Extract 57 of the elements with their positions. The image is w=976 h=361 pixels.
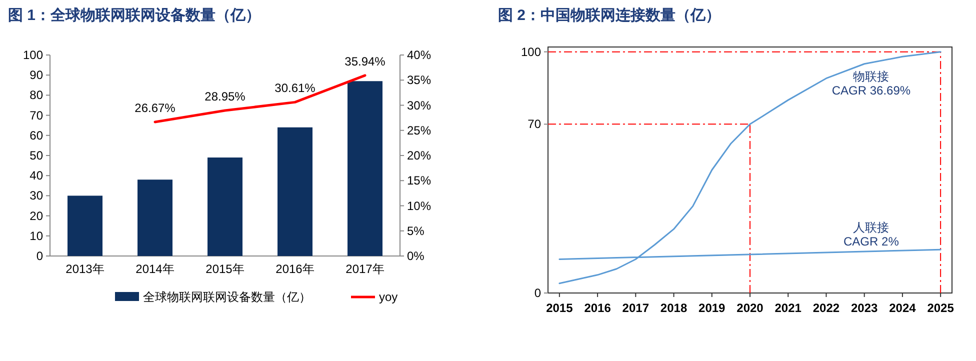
data-label: 30.61% xyxy=(274,81,316,96)
bar xyxy=(138,180,172,256)
y2-tick-label: 10% xyxy=(407,198,432,213)
x-tick-label: 2020 xyxy=(736,301,764,315)
chart-title: 图 2：中国物联网连接数量（亿） xyxy=(498,7,721,24)
legend-label: yoy xyxy=(379,290,398,304)
x-tick-label: 2016 xyxy=(584,301,612,315)
y-tick-label: 10 xyxy=(30,228,44,243)
y-tick-label: 0 xyxy=(534,286,542,300)
line-series xyxy=(558,51,942,284)
x-tick-label: 2016年 xyxy=(276,262,314,276)
y2-tick-label: 35% xyxy=(407,73,432,88)
x-tick-label: 2021 xyxy=(774,301,802,315)
chart-title: 图 1：全球物联网联网设备数量（亿） xyxy=(8,7,261,24)
bar xyxy=(278,127,312,256)
series-label: 人联接 xyxy=(853,220,890,234)
y-tick-label: 100 xyxy=(22,48,44,62)
y2-tick-label: 5% xyxy=(407,224,425,238)
data-label: 35.94% xyxy=(344,54,386,68)
y2-tick-label: 20% xyxy=(407,148,432,162)
y2-tick-label: 30% xyxy=(407,98,432,112)
y-tick-label: 100 xyxy=(520,44,542,59)
x-tick-label: 2014年 xyxy=(136,262,174,276)
x-tick-label: 2018 xyxy=(660,301,688,315)
bar xyxy=(208,158,242,256)
y-tick-label: 0 xyxy=(36,249,44,263)
y-tick-label: 70 xyxy=(30,108,44,122)
y-tick-label: 60 xyxy=(30,128,44,142)
x-tick-label: 2025 xyxy=(927,301,954,315)
x-tick-label: 2022 xyxy=(812,301,840,315)
bar xyxy=(348,81,382,256)
x-tick-label: 2015 xyxy=(546,301,574,315)
x-tick-label: 2023 xyxy=(850,301,878,315)
y-tick-label: 20 xyxy=(30,208,44,223)
y-tick-label: 40 xyxy=(30,168,44,183)
y2-tick-label: 25% xyxy=(407,123,432,138)
x-tick-label: 2019 xyxy=(698,301,726,315)
data-label: 28.95% xyxy=(204,90,246,104)
legend-label: 全球物联网联网设备数量（亿） xyxy=(143,290,311,304)
x-tick-label: 2024 xyxy=(889,301,916,315)
x-tick-label: 2013年 xyxy=(66,262,104,276)
y-tick-label: 50 xyxy=(30,148,44,162)
annotation: CAGR 36.69% xyxy=(832,84,911,98)
y-tick-label: 30 xyxy=(30,188,44,203)
y-tick-label: 70 xyxy=(528,117,542,132)
bar xyxy=(68,196,102,256)
series-label: 物联接 xyxy=(853,70,890,84)
y2-tick-label: 40% xyxy=(407,48,432,62)
y2-tick-label: 0% xyxy=(407,249,425,263)
y-tick-label: 90 xyxy=(30,68,44,82)
y-tick-label: 80 xyxy=(30,88,44,102)
annotation: CAGR 2% xyxy=(844,234,900,248)
x-tick-label: 2017年 xyxy=(346,262,384,276)
y2-tick-label: 15% xyxy=(407,174,432,188)
data-label: 26.67% xyxy=(134,100,176,115)
x-tick-label: 2015年 xyxy=(206,262,244,276)
x-tick-label: 2017 xyxy=(622,301,650,315)
